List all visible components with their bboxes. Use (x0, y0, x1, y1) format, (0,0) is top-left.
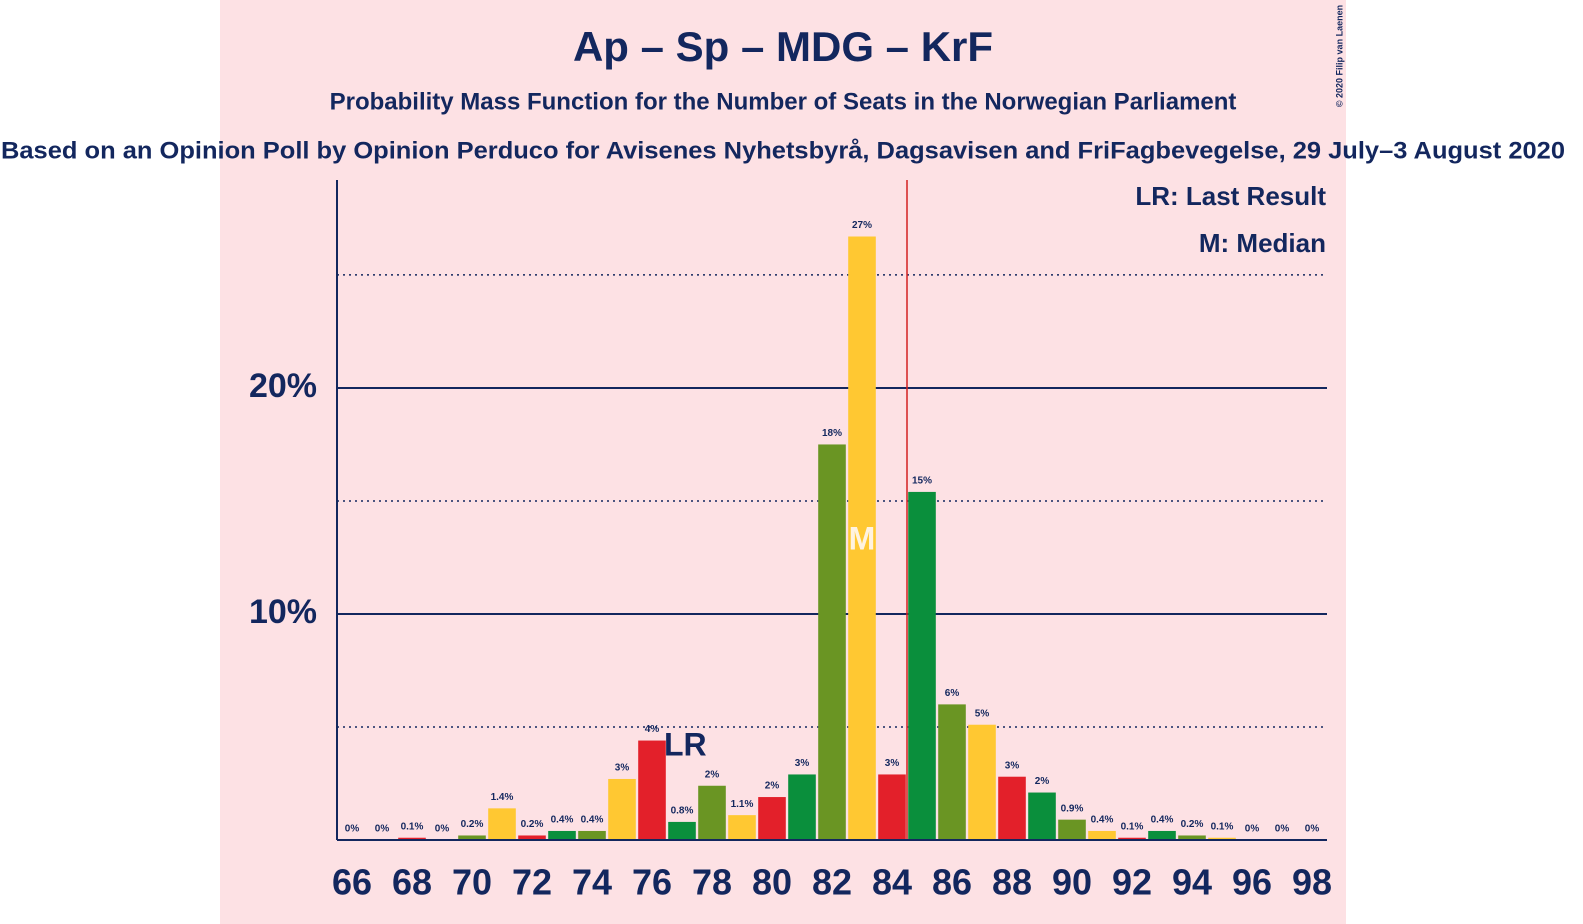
bar (1058, 819, 1086, 840)
data-label: 3% (615, 763, 630, 774)
data-label: 0.4% (1151, 815, 1174, 826)
bar (848, 236, 876, 841)
bar (968, 724, 996, 840)
x-tick-label: 86 (932, 862, 972, 903)
bar (488, 808, 516, 840)
bar (458, 835, 486, 840)
chart-subtitle: Based on an Opinion Poll by Opinion Perd… (1, 137, 1565, 164)
x-tick-label: 82 (812, 862, 852, 903)
data-label: 1.1% (731, 799, 754, 810)
data-label: 0% (375, 824, 390, 835)
y-tick-label: 10% (249, 593, 317, 631)
data-label: 6% (945, 688, 960, 699)
data-label: 5% (975, 708, 990, 719)
bar (1028, 792, 1056, 840)
data-label: 0.4% (551, 815, 574, 826)
x-tick-label: 80 (752, 862, 792, 903)
bar (1118, 837, 1146, 840)
data-label: 0.2% (461, 819, 484, 830)
x-tick-label: 92 (1112, 862, 1152, 903)
bar (668, 821, 696, 840)
x-tick-label: 66 (332, 862, 372, 903)
bar (578, 830, 606, 840)
x-tick-label: 84 (872, 862, 912, 903)
bar (638, 740, 666, 840)
bar (398, 837, 426, 840)
x-tick-label: 70 (452, 862, 492, 903)
bar (1088, 830, 1116, 840)
x-tick-label: 88 (992, 862, 1032, 903)
x-tick-label: 76 (632, 862, 672, 903)
x-tick-label: 68 (392, 862, 432, 903)
data-label: 0% (435, 824, 450, 835)
data-label: 3% (1005, 760, 1020, 771)
data-label: 2% (705, 769, 720, 780)
bar (608, 778, 636, 840)
data-label: 0.9% (1061, 803, 1084, 814)
data-label: 0.2% (521, 819, 544, 830)
data-label: 0% (1305, 824, 1320, 835)
data-label: 0.4% (1091, 815, 1114, 826)
chart-title: Ap – Sp – MDG – KrF (573, 23, 993, 70)
last-result-marker: LR (664, 726, 707, 762)
bar (728, 815, 756, 840)
bar (908, 491, 936, 840)
x-tick-label: 74 (572, 862, 612, 903)
x-tick-label: 78 (692, 862, 732, 903)
data-label: 0% (1275, 824, 1290, 835)
data-label: 0.4% (581, 815, 604, 826)
bar (548, 830, 576, 840)
data-label: 0.1% (1211, 821, 1234, 832)
data-label: 3% (795, 758, 810, 769)
legend-entry: LR: Last Result (1135, 181, 1326, 211)
bar (998, 776, 1026, 840)
data-label: 1.4% (491, 792, 514, 803)
data-label: 27% (852, 220, 872, 231)
y-tick-label: 20% (249, 367, 317, 405)
x-tick-label: 98 (1292, 862, 1332, 903)
data-label: 15% (912, 476, 932, 487)
x-tick-label: 94 (1172, 862, 1212, 903)
bar (818, 444, 846, 840)
data-label: 0% (345, 824, 360, 835)
data-label: 0.2% (1181, 819, 1204, 830)
chart-subtitle: Probability Mass Function for the Number… (330, 88, 1237, 115)
median-marker: M (849, 520, 876, 556)
bar (1208, 837, 1236, 840)
bar (758, 797, 786, 840)
data-label: 3% (885, 758, 900, 769)
data-label: 2% (1035, 776, 1050, 787)
copyright: © 2020 Filip van Laenen (1334, 5, 1344, 107)
bar (698, 785, 726, 840)
data-label: 0.1% (1121, 821, 1144, 832)
data-label: 4% (645, 724, 660, 735)
data-label: 2% (765, 781, 780, 792)
data-label: 0% (1245, 824, 1260, 835)
bar (788, 774, 816, 840)
x-tick-label: 96 (1232, 862, 1272, 903)
bar (878, 774, 906, 840)
legend-entry: M: Median (1199, 228, 1326, 258)
bar (1148, 830, 1176, 840)
bar (938, 704, 966, 840)
data-label: 0.1% (401, 821, 424, 832)
background-panel (220, 0, 1346, 924)
bar (1178, 835, 1206, 840)
data-label: 0.8% (671, 806, 694, 817)
bar (518, 835, 546, 840)
data-label: 18% (822, 428, 842, 439)
x-tick-label: 90 (1052, 862, 1092, 903)
x-tick-label: 72 (512, 862, 552, 903)
